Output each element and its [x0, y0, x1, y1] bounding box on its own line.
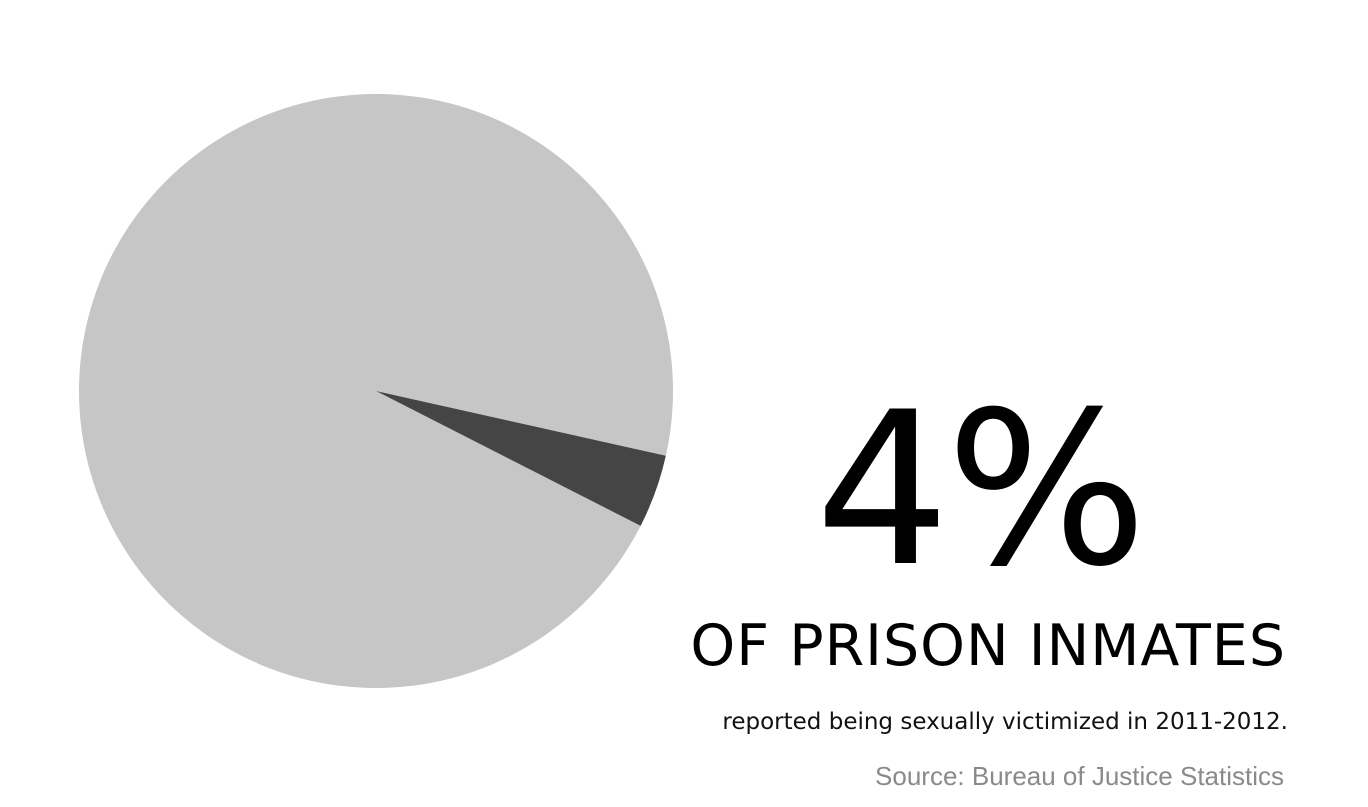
stat-headline: OF PRISON INMATES: [690, 613, 1286, 679]
stat-percentage: 4%: [815, 366, 1147, 613]
stat-description: reported being sexually victimized in 20…: [722, 709, 1288, 735]
source-credit: Source: Bureau of Justice Statistics: [875, 761, 1284, 791]
pie-slice-remainder: [78, 94, 673, 689]
pie-chart: [78, 94, 673, 689]
pie-slice-victimized: [376, 391, 666, 526]
